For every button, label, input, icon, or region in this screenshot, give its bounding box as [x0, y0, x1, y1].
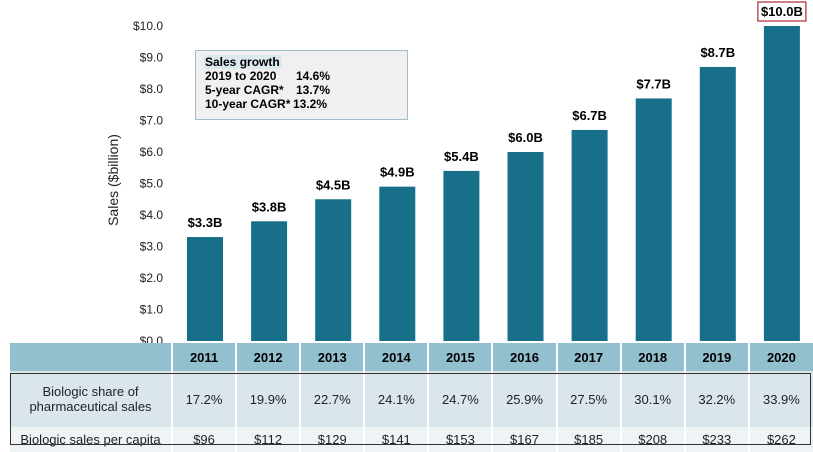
growth-row: 2019 to 2020 14.6%: [205, 69, 407, 83]
table-header-year: 2018: [619, 343, 685, 371]
y-tick-label: $8.0: [140, 82, 164, 96]
table-cell: $167: [491, 427, 557, 452]
data-label-2011: $3.3B: [188, 215, 223, 230]
table-cell: 32.2%: [683, 371, 749, 427]
table-header-row: 2011 2012 2013 2014 2015 2016 2017 2018 …: [10, 343, 813, 371]
bars: [187, 26, 800, 341]
highlight-label-box: [757, 1, 807, 22]
y-tick-label: $0.0: [140, 334, 164, 345]
table-row-sales-per-capita: Biologic sales per capita $96 $112 $129 …: [10, 427, 813, 452]
y-axis: $0.0 $1.0 $2.0 $3.0 $4.0 $5.0 $6.0 $7.0 $8.0 $9.0…: [133, 19, 163, 345]
y-tick-label: $9.0: [140, 51, 164, 65]
table-cell: 22.7%: [299, 371, 365, 427]
table-cell: $262: [747, 427, 813, 452]
growth-row: 10-year CAGR* 13.2%: [205, 97, 407, 111]
data-label-2017: $6.7B: [572, 108, 607, 123]
table-header-year: 2013: [299, 343, 365, 371]
table-row-biologic-share: Biologic share of pharmaceutical sales 17…: [10, 371, 813, 427]
table-header-year: 2016: [491, 343, 557, 371]
table-header-year: 2012: [235, 343, 301, 371]
bar-2020: [763, 26, 800, 341]
table-cell: $185: [555, 427, 621, 452]
data-table: 2011 2012 2013 2014 2015 2016 2017 2018 …: [10, 343, 813, 452]
table-header-blank: [10, 343, 172, 371]
data-label-2018: $7.7B: [636, 76, 671, 91]
growth-row-label: 2019 to 2020: [205, 69, 277, 83]
table-cell: 19.9%: [235, 371, 301, 427]
y-tick-label: $4.0: [140, 208, 164, 222]
data-label-2019: $8.7B: [700, 45, 735, 60]
row-label-line1: Biologic share of: [42, 384, 139, 399]
table-header-year: 2017: [555, 343, 621, 371]
data-label-2020: $10.0B: [761, 4, 803, 19]
growth-row-value: 13.2%: [293, 97, 328, 111]
y-tick-label: $5.0: [140, 177, 164, 191]
bar-2015: [443, 170, 480, 341]
data-labels: $3.3B $3.8B $4.5B $4.9B $5.4B $6.0B $6.7B $7.7B…: [188, 1, 807, 230]
y-tick-label: $10.0: [133, 19, 163, 33]
bar-2012: [251, 221, 288, 341]
bar-2018: [635, 98, 672, 341]
bar-2019: [699, 66, 736, 341]
y-tick-label: $3.0: [140, 240, 164, 254]
y-tick-label: $1.0: [140, 303, 164, 317]
data-label-2015: $5.4B: [444, 149, 479, 164]
table-cell: $233: [683, 427, 749, 452]
bar-2011: [187, 237, 223, 341]
table-cell: 25.9%: [491, 371, 557, 427]
table-cell: $96: [170, 427, 237, 452]
table-header-year: 2011: [170, 343, 237, 371]
y-axis-label: Sales ($billion): [105, 134, 121, 226]
table-cell: $129: [299, 427, 365, 452]
table-cell: 24.1%: [363, 371, 429, 427]
table-header-year: 2020: [747, 343, 813, 371]
y-tick-label: $7.0: [140, 114, 164, 128]
y-tick-label: $6.0: [140, 145, 164, 159]
data-label-2012: $3.8B: [252, 199, 287, 214]
bar-2016: [507, 152, 544, 341]
table-header-year: 2014: [363, 343, 429, 371]
table-header-year: 2019: [683, 343, 749, 371]
table-cell: $153: [427, 427, 493, 452]
data-label-2014: $4.9B: [380, 165, 415, 180]
bar-2013: [315, 199, 352, 341]
table-cell: 17.2%: [170, 371, 237, 427]
table-cell: 33.9%: [747, 371, 813, 427]
table-header-year: 2015: [427, 343, 493, 371]
growth-row: 5-year CAGR* 13.7%: [205, 83, 407, 97]
table-cell: 27.5%: [555, 371, 621, 427]
y-tick-label: $2.0: [140, 271, 164, 285]
data-label-2016: $6.0B: [508, 130, 543, 145]
table-cell: $208: [619, 427, 685, 452]
table-cell: $141: [363, 427, 429, 452]
growth-row-value: 14.6%: [296, 69, 331, 83]
growth-row-label: 10-year CAGR*: [205, 97, 291, 111]
sales-bar-chart: $0.0 $1.0 $2.0 $3.0 $4.0 $5.0 $6.0 $7.0 $8.0 $9.0…: [105, 1, 807, 345]
bar-2014: [379, 186, 416, 341]
table-cell: $112: [235, 427, 301, 452]
row-label-line2: pharmaceutical sales: [29, 399, 152, 414]
table-cell: 30.1%: [619, 371, 685, 427]
row-label: Biologic share of pharmaceutical sales: [10, 371, 172, 427]
growth-row-label: 5-year CAGR*: [205, 83, 284, 97]
growth-row-value: 13.7%: [296, 83, 331, 97]
row-label: Biologic sales per capita: [10, 427, 172, 452]
growth-box-title: Sales growth: [204, 55, 282, 69]
data-label-2013: $4.5B: [316, 177, 351, 192]
bar-2017: [571, 129, 608, 341]
sales-growth-box: Sales growth 2019 to 2020 14.6% 5-year C…: [195, 50, 408, 120]
table-cell: 24.7%: [427, 371, 493, 427]
